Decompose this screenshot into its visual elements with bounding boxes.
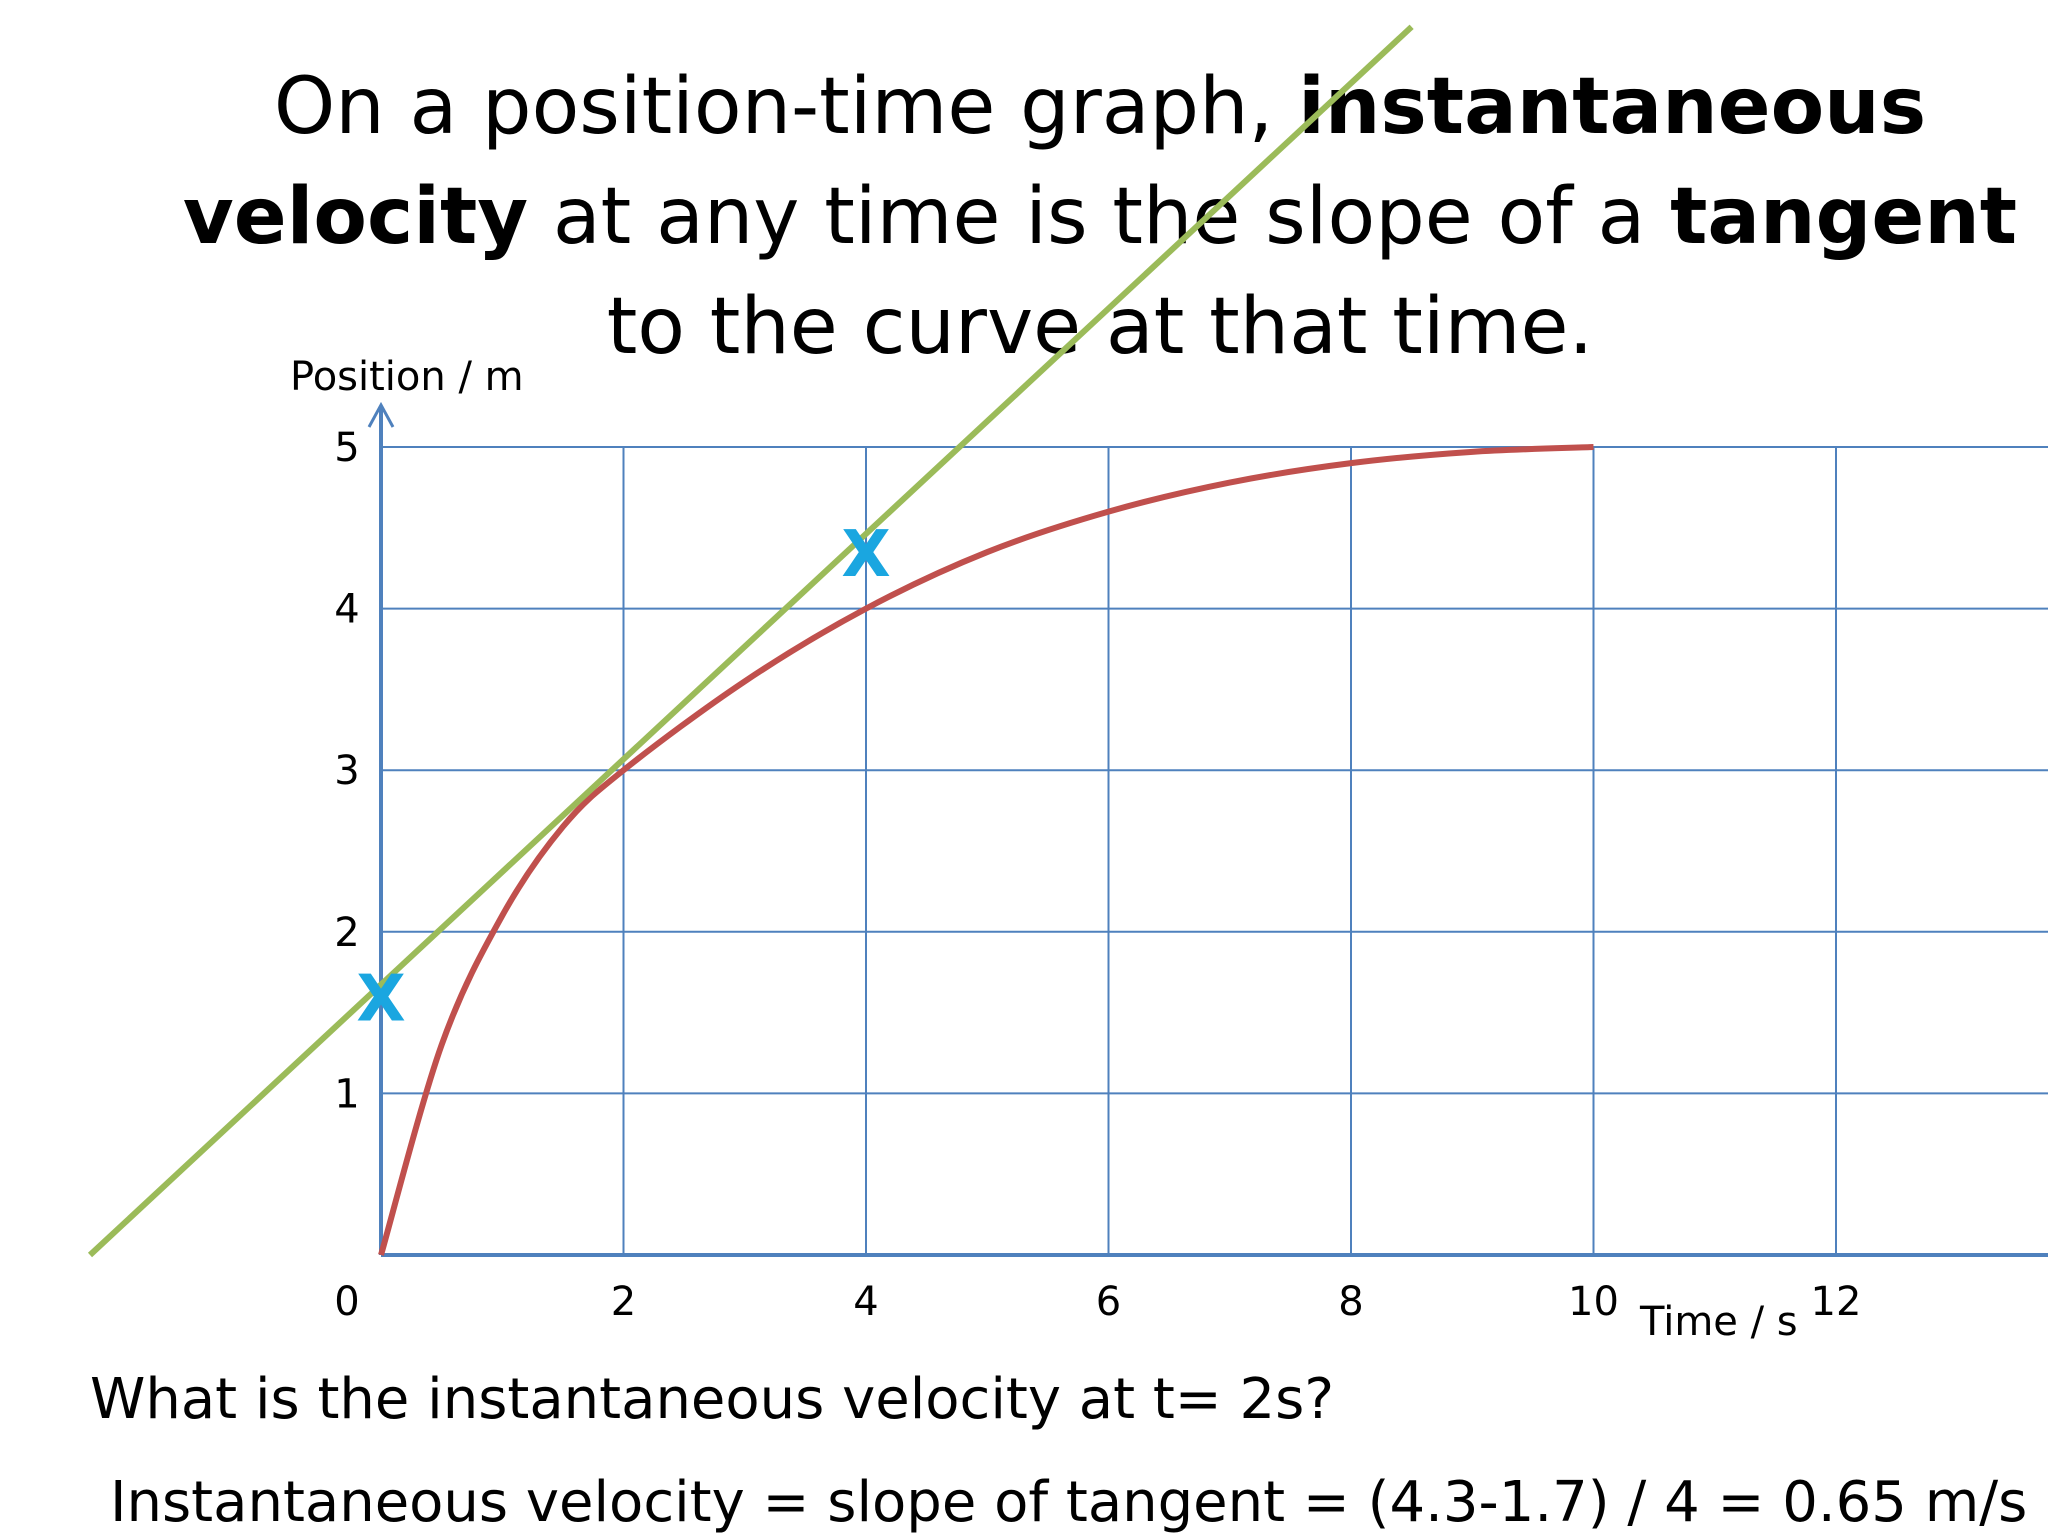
y-axis-label: Position / m <box>290 354 524 400</box>
markers: XX <box>356 518 890 1036</box>
y-axis-arrow-icon <box>367 401 395 428</box>
x-axis-label: Time / s <box>1639 1299 1798 1345</box>
y-tick-label: 2 <box>334 910 359 956</box>
tangent-line <box>87 24 1414 1258</box>
y-tick-label: 4 <box>334 587 359 633</box>
x-tick-label: 12 <box>1811 1279 1862 1325</box>
x-tick-label: 0 <box>334 1279 359 1325</box>
series <box>87 24 1594 1258</box>
title-bold-instantaneous-velocity: instantaneous velocity <box>182 62 1927 262</box>
title-text-1: On a position-time graph, <box>273 62 1299 152</box>
question-text: What is the instantaneous velocity at t=… <box>90 1367 1335 1432</box>
x-tick-label: 2 <box>611 1279 636 1325</box>
y-tick-label: 1 <box>334 1071 359 1117</box>
tick-labels: 0246810121412345 <box>334 425 1862 1325</box>
axes <box>367 401 2048 1257</box>
position-curve <box>378 444 1594 1256</box>
title-text-3: to the curve at that time. <box>606 282 1594 372</box>
grid <box>381 446 2048 1255</box>
slide-title: On a position-time graph, instantaneous … <box>150 52 2048 382</box>
y-tick-label: 5 <box>334 425 359 471</box>
x-tick-label: 6 <box>1096 1279 1121 1325</box>
x-marker: X <box>356 962 405 1036</box>
title-bold-tangent: tangent <box>1670 172 2018 262</box>
x-tick-label: 10 <box>1568 1279 1619 1325</box>
title-text-2: at any time is the slope of a <box>528 172 1671 262</box>
y-tick-label: 3 <box>334 748 359 794</box>
x-tick-label: 8 <box>1338 1279 1363 1325</box>
answer-text: Instantaneous velocity = slope of tangen… <box>110 1470 2028 1535</box>
x-tick-label: 4 <box>853 1279 878 1325</box>
x-marker: X <box>841 518 890 592</box>
